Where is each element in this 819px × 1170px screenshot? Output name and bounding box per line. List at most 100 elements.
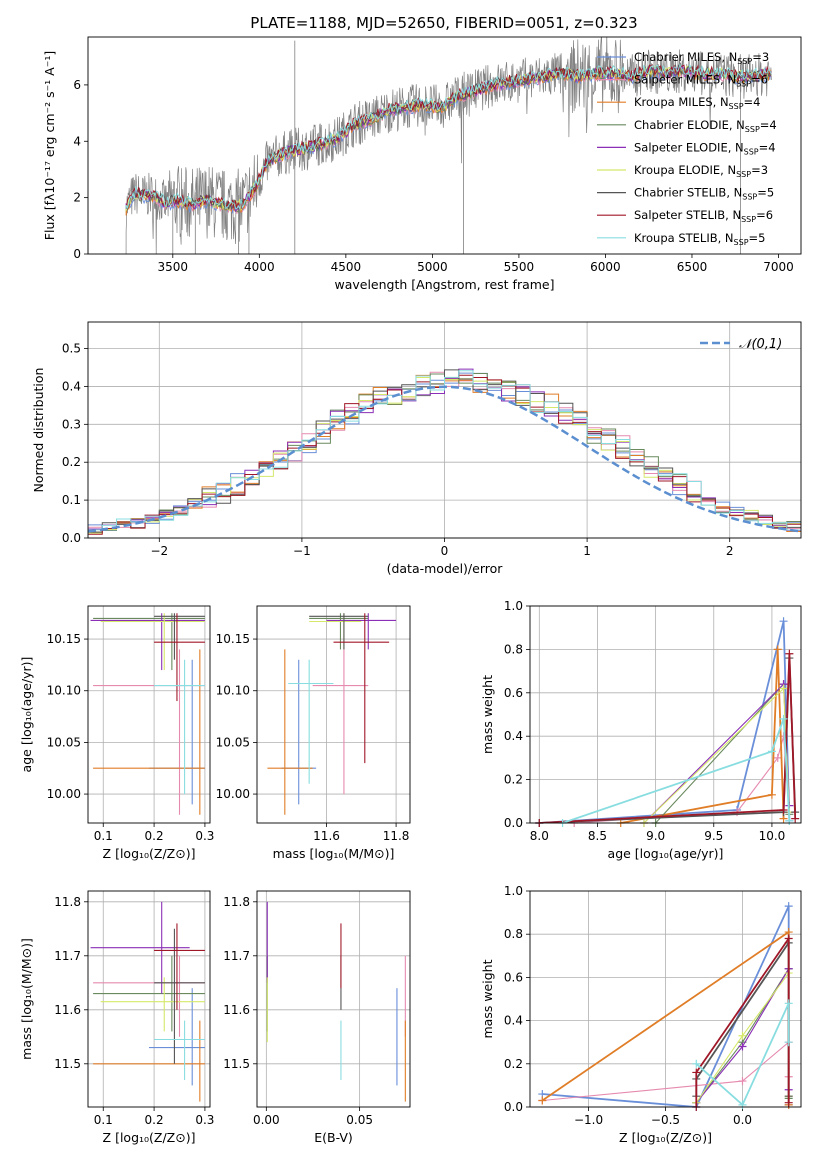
weight-vs-age-series-8 (562, 718, 791, 823)
weight-vs-age-ytick-label-2: 0.4 (504, 729, 523, 743)
age-vs-Z-ylabel: age [log₁₀(age/yr)] (19, 657, 34, 773)
mass-vs-Z-axes: 0.1 0.2 0.3 11.5 11.6 11.7 11.8 Z [log₁₀(Z/Z⊙)]… (19, 890, 214, 1145)
weight-vs-age-ytick-label-3: 0.6 (504, 686, 523, 700)
residuals-ytick-label-2: 0.2 (62, 455, 81, 469)
weight-vs-age-series-2 (620, 649, 785, 823)
mass-vs-ebv-axes: 0.00 0.05 11.5 11.6 11.7 11.8 E(B-V) (223, 890, 411, 1145)
weight-vs-age-marker-7-1 (779, 805, 788, 814)
age-vs-Z-xtick-label-0: 0.1 (94, 829, 113, 843)
mass-vs-ebv-xlabel: E(B-V) (314, 1130, 353, 1145)
spectrum-legend: Chabrier MILES, NSSP=3 Salpeter MILES, NS… (597, 50, 777, 247)
spectrum-xtick-label-5: 6000 (590, 260, 621, 274)
mass-vs-ebv-xtick-label-1: 0.05 (346, 1113, 373, 1127)
spectrum-legend-label-4: Salpeter ELODIE, NSSP=4 (634, 140, 776, 156)
spectrum-xtick-label-2: 4500 (331, 260, 362, 274)
spectrum-xtick-label-1: 4000 (244, 260, 275, 274)
mass-vs-ebv-ytick-label-0: 11.5 (223, 1057, 250, 1071)
age-vs-Z-ytick-label-2: 10.10 (47, 684, 81, 698)
mass-vs-Z-ytick-label-1: 11.6 (54, 1003, 81, 1017)
weight-vs-age-series-3 (655, 682, 790, 823)
residuals-hist-8 (88, 370, 801, 538)
age-vs-mass-frame (256, 605, 411, 824)
spectrum-frame (87, 36, 802, 255)
weight-vs-Z-xtick-label-0: −1.0 (574, 1113, 603, 1127)
age-vs-mass-xtick-label-0: 11.6 (313, 829, 340, 843)
age-vs-Z-xtick-label-1: 0.2 (145, 829, 164, 843)
mass-vs-Z-ytick-label-3: 11.8 (54, 895, 81, 909)
age-vs-mass-xtick-label-1: 11.8 (383, 829, 410, 843)
spectrum-xtick-label-0: 3500 (158, 260, 189, 274)
mass-vs-Z-xtick-label-0: 0.1 (94, 1113, 113, 1127)
weight-vs-Z-marker-4-1 (738, 1042, 747, 1051)
age-vs-mass-axes: 11.6 11.8 10.00 10.05 10.10 10.15 mass [log₁₀(… (216, 605, 411, 861)
residuals-axes: −2 −1 0 1 2 0.0 0.1 0.2 0.3 0.4 0.5 (data-model)/er… (31, 321, 802, 576)
figure-title: PLATE=1188, MJD=52650, FIBERID=0051, z=0… (250, 14, 637, 32)
mass-vs-Z-ylabel: mass [log₁₀(M/M⊙)] (19, 938, 34, 1060)
spectrum-model-6 (125, 64, 772, 210)
weight-vs-age-series-5 (643, 687, 790, 823)
weight-vs-age-marker-0-2 (779, 617, 788, 626)
weight-vs-age-axes: 8.0 8.5 9.0 9.5 10.0 0.0 0.2 0.4 0.6 0.8 1.0 age [l… (480, 599, 802, 861)
weight-vs-age-xlabel: age [log₁₀(age/yr)] (608, 846, 724, 861)
mass-vs-ebv-ytick-label-2: 11.7 (223, 949, 250, 963)
spectrum-legend-label-6: Chabrier STELIB, NSSP=5 (634, 186, 774, 202)
mass-vs-ebv-ytick-label-3: 11.8 (223, 895, 250, 909)
weight-vs-Z-marker-8-0 (692, 1059, 701, 1068)
spectrum-legend-label-7: Salpeter STELIB, NSSP=6 (634, 208, 773, 224)
age-vs-mass-ytick-label-0: 10.00 (216, 787, 250, 801)
mass-vs-ebv-ytick-label-1: 11.6 (223, 1003, 250, 1017)
weight-vs-Z-series-8 (695, 1002, 790, 1107)
weight-vs-age-frame (529, 605, 802, 824)
mass-vs-Z-xtick-label-1: 0.2 (145, 1113, 164, 1127)
weight-vs-Z-marker-8-1 (738, 1100, 747, 1109)
age-vs-Z-xlabel: Z [log₁₀(Z/Z⊙)] (103, 846, 196, 861)
weight-vs-age-ytick-label-1: 0.2 (504, 773, 523, 787)
age-vs-Z-ytick-label-1: 10.05 (47, 735, 81, 749)
residuals-ytick-label-3: 0.3 (62, 417, 81, 431)
weight-vs-Z-ytick-label-5: 1.0 (504, 884, 523, 898)
residuals-xtick-label-2: 0 (441, 544, 449, 558)
weight-vs-Z-marker-5-1 (738, 1031, 747, 1040)
residuals-xtick-label-4: 2 (726, 544, 734, 558)
mass-vs-ebv-frame (256, 890, 411, 1108)
weight-vs-Z-xtick-label-1: −0.5 (651, 1113, 680, 1127)
weight-vs-Z-ytick-label-4: 0.8 (504, 927, 523, 941)
spectrum-xtick-label-4: 5500 (504, 260, 535, 274)
weight-vs-Z-marker-1-1 (738, 1077, 747, 1086)
spectrum-legend-label-2: Kroupa MILES, NSSP=4 (634, 95, 760, 111)
weight-vs-age-ytick-label-5: 1.0 (504, 599, 523, 613)
age-vs-mass-ytick-label-3: 10.15 (216, 632, 250, 646)
spectrum-model-7 (125, 63, 772, 210)
residuals-ytick-label-5: 0.5 (62, 342, 81, 356)
weight-vs-age-xtick-label-0: 8.0 (530, 829, 549, 843)
weight-vs-age-marker-2-1 (767, 790, 776, 799)
spectrum-xtick-label-3: 5000 (417, 260, 448, 274)
residuals-ytick-label-4: 0.4 (62, 379, 81, 393)
weight-vs-age-ytick-label-0: 0.0 (504, 816, 523, 830)
residuals-xtick-label-3: 1 (583, 544, 591, 558)
mass-vs-Z-frame (87, 890, 211, 1108)
age-vs-Z-axes: 0.1 0.2 0.3 10.00 10.05 10.10 10.15 Z [log₁₀(Z/… (19, 605, 214, 861)
weight-vs-age-ylabel: mass weight (480, 675, 495, 754)
weight-vs-Z-ylabel: mass weight (480, 959, 495, 1038)
spectrum-model-8 (125, 63, 772, 210)
spectrum-xtick-label-7: 7000 (763, 260, 794, 274)
weight-vs-age-marker-5-1 (779, 684, 788, 693)
weight-vs-Z-ytick-label-1: 0.2 (504, 1057, 523, 1071)
weight-vs-Z-marker-8-3 (784, 1038, 793, 1047)
spectrum-axes: 3500 4000 4500 5000 5500 6000 6500 7000 0 2 4 6 wave… (42, 36, 802, 292)
residuals-ytick-label-0: 0.0 (62, 531, 81, 545)
residuals-xtick-label-1: −1 (293, 544, 311, 558)
weight-vs-Z-xtick-label-2: 0.0 (733, 1113, 752, 1127)
age-vs-mass-ytick-label-1: 10.05 (216, 735, 250, 749)
spectrum-legend-label-5: Kroupa ELODIE, NSSP=3 (634, 163, 768, 179)
weight-vs-age-xtick-label-3: 9.5 (704, 829, 723, 843)
spectrum-legend-label-1: Salpeter MILES, NSSP=6 (634, 73, 768, 89)
spectrum-xlabel: wavelength [Angstrom, rest frame] (334, 277, 554, 292)
mass-vs-Z-xlabel: Z [log₁₀(Z/Z⊙)] (103, 1130, 196, 1145)
spectrum-ytick-label-1: 2 (73, 191, 81, 205)
weight-vs-Z-marker-0-2 (784, 902, 793, 911)
mass-vs-ebv-xtick-label-0: 0.00 (253, 1113, 280, 1127)
age-vs-Z-ytick-label-3: 10.15 (47, 632, 81, 646)
